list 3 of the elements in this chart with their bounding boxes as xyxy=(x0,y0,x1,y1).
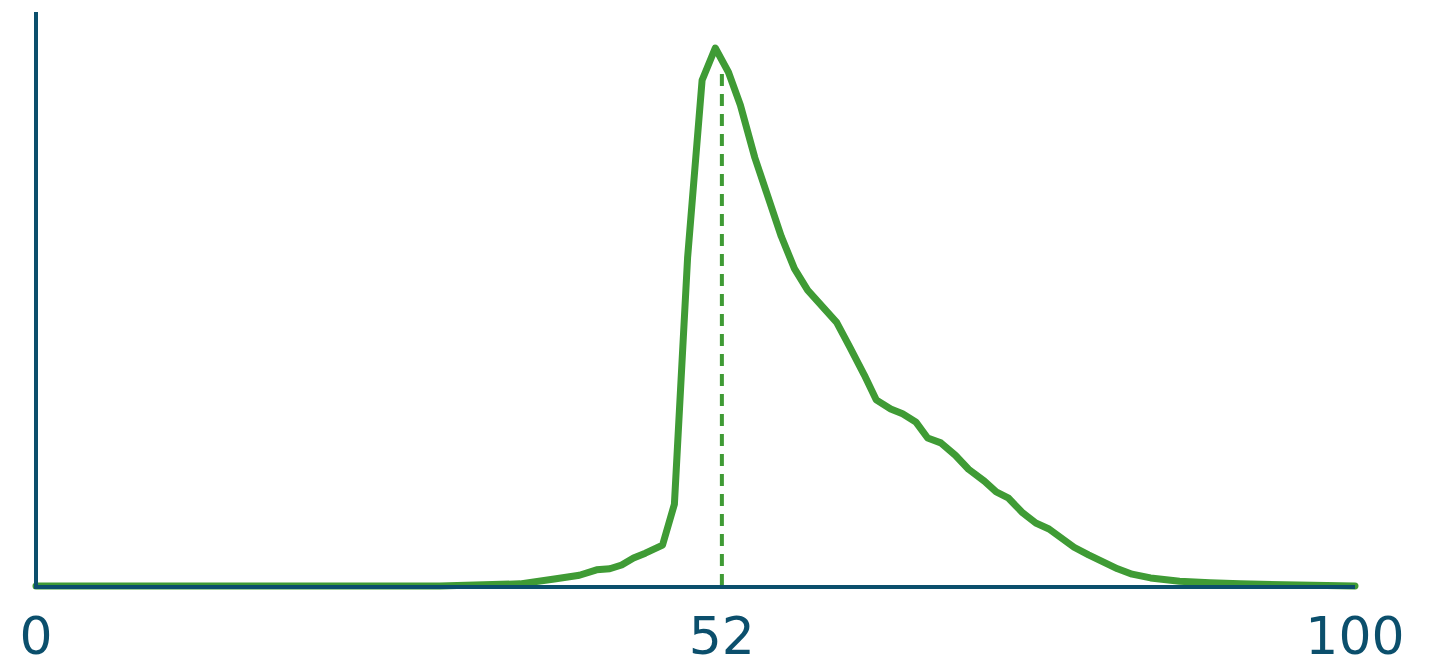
x-tick-label: 100 xyxy=(1305,606,1405,657)
x-tick-label: 0 xyxy=(19,606,53,657)
x-tick-label: 52 xyxy=(688,606,755,657)
